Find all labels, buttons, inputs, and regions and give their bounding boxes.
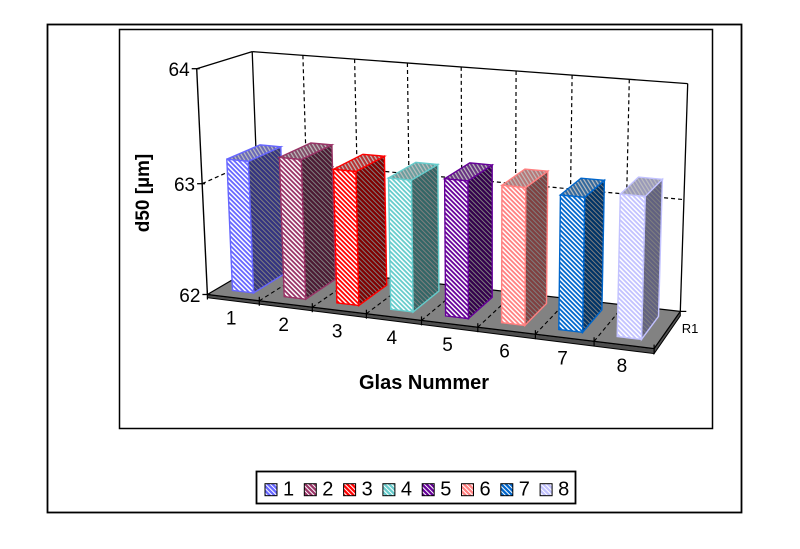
svg-text:64: 64	[169, 60, 191, 81]
svg-text:62: 62	[179, 286, 200, 307]
svg-text:4: 4	[401, 479, 412, 501]
svg-text:4: 4	[387, 328, 398, 349]
svg-text:1: 1	[226, 309, 237, 330]
svg-text:63: 63	[174, 175, 195, 196]
svg-text:d50 [µm]: d50 [µm]	[133, 154, 154, 233]
svg-text:3: 3	[362, 479, 373, 501]
svg-text:1: 1	[283, 479, 294, 501]
svg-text:6: 6	[499, 342, 510, 363]
svg-text:Glas Nummer: Glas Nummer	[359, 372, 489, 394]
svg-text:8: 8	[558, 479, 569, 501]
svg-text:2: 2	[278, 315, 289, 336]
svg-text:R1: R1	[682, 321, 699, 336]
svg-text:5: 5	[442, 335, 453, 356]
svg-text:2: 2	[322, 479, 333, 501]
svg-text:7: 7	[557, 349, 568, 370]
svg-text:5: 5	[440, 479, 451, 501]
svg-text:8: 8	[617, 356, 628, 377]
svg-text:6: 6	[480, 479, 491, 501]
svg-text:7: 7	[519, 479, 530, 501]
svg-text:3: 3	[332, 321, 343, 342]
